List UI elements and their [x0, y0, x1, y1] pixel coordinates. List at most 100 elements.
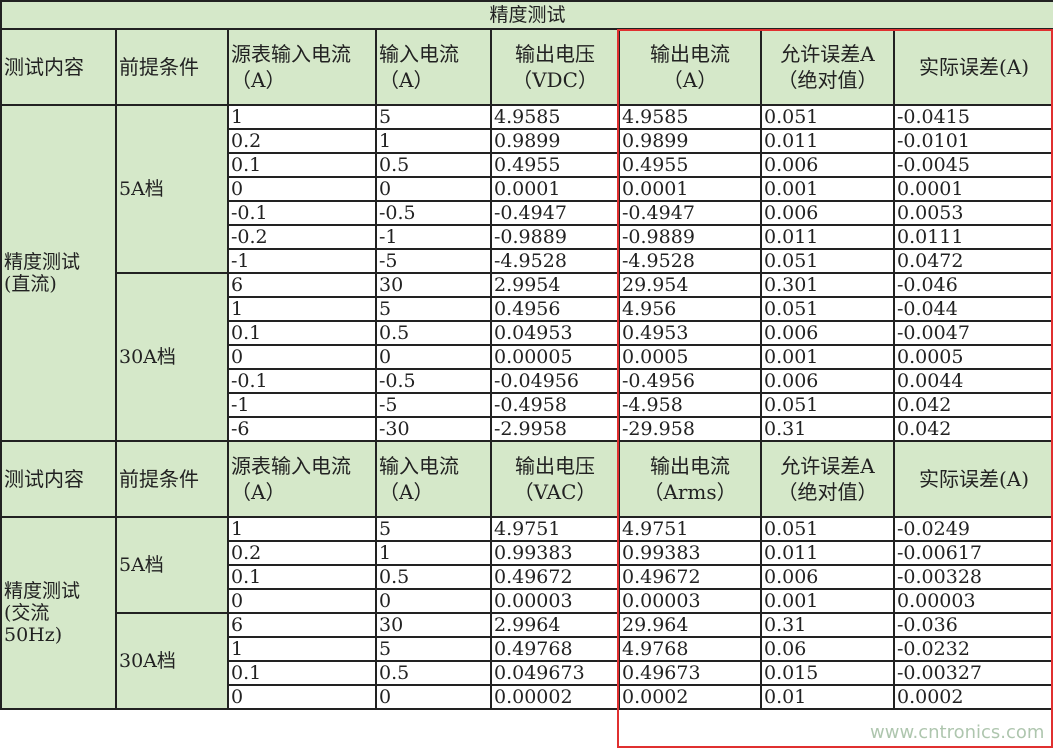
table-row: 0.1 0.5 0.04953 0.4953 0.006 -0.0047 [1, 320, 1053, 346]
value-cell: -0.4947 [618, 200, 762, 226]
value-cell: -0.5 [375, 200, 492, 226]
value-cell: 0.011 [760, 224, 895, 250]
test-content-cell: 精度测试 (交流 50Hz) [0, 516, 117, 710]
value-cell: 29.954 [618, 272, 762, 298]
column-header: 输入电流 （A） [375, 440, 492, 518]
table-row: 1 5 0.4956 4.956 0.051 -0.044 [1, 296, 1053, 322]
value-cell: 0.006 [760, 368, 895, 394]
value-cell: 0.99383 [490, 540, 620, 566]
value-cell: 0.051 [760, 392, 895, 418]
column-header: 源表输入电流 （A） [227, 28, 377, 106]
value-cell: 0 [227, 344, 377, 370]
value-cell: 0.006 [760, 564, 895, 590]
table-row: 0 0 0.00005 0.0005 0.001 0.0005 [1, 344, 1053, 370]
value-cell: 30 [375, 612, 492, 638]
value-cell: 0.0044 [892, 368, 1053, 394]
value-cell: 1 [375, 540, 492, 566]
value-cell: -0.046 [892, 272, 1053, 298]
value-cell: 0.0002 [618, 684, 762, 710]
column-header: 测试内容 [0, 440, 117, 518]
column-header: 测试内容 [0, 28, 117, 106]
value-cell: 0.00005 [490, 344, 620, 370]
table-row: 1 5 0.49768 4.9768 0.06 -0.0232 [1, 636, 1053, 662]
value-cell: 1 [375, 128, 492, 154]
value-cell: 0.001 [760, 588, 895, 614]
value-cell: -30 [375, 416, 492, 442]
value-cell: 5 [375, 636, 492, 662]
value-cell: 0.4955 [618, 152, 762, 178]
value-cell: 0.5 [375, 152, 492, 178]
condition-cell: 5A档 [115, 104, 229, 274]
table-row: 0.1 0.5 0.049673 0.49673 0.015 -0.00327 [1, 660, 1053, 686]
value-cell: 4.9768 [618, 636, 762, 662]
column-header: 输出电压 （VAC） [490, 440, 620, 518]
value-cell: 6 [227, 272, 377, 298]
value-cell: 0.49673 [618, 660, 762, 686]
value-cell: 0 [227, 588, 377, 614]
value-cell: 0.2 [227, 540, 377, 566]
value-cell: 0.49768 [490, 636, 620, 662]
table-row: 0 0 0.00002 0.0002 0.01 0.0002 [1, 684, 1053, 710]
value-cell: 0.042 [892, 392, 1053, 418]
value-cell: 0.4955 [490, 152, 620, 178]
table-row: 0 0 0.0001 0.0001 0.001 0.0001 [1, 176, 1053, 202]
value-cell: 0.0001 [490, 176, 620, 202]
value-cell: 0.1 [227, 564, 377, 590]
table-row: 精度测试 (直流) 5A档 1 5 4.9585 4.9585 0.051 -0.0415 [0, 104, 1053, 442]
value-cell: 2.9964 [490, 612, 620, 638]
value-cell: 0 [227, 684, 377, 710]
value-cell: 4.9585 [618, 104, 762, 130]
column-header: 允许误差A （绝对值） [760, 440, 895, 518]
value-cell: -0.0232 [892, 636, 1053, 662]
value-cell: 0.99383 [618, 540, 762, 566]
column-header: 输出电流 （A） [618, 28, 762, 106]
value-cell: 0.0005 [618, 344, 762, 370]
column-header: 输出电流 （Arms） [618, 440, 762, 518]
table-row: -6 -30 -2.9958 -29.958 0.31 0.042 [1, 416, 1053, 442]
value-cell: 29.964 [618, 612, 762, 638]
value-cell: 0.001 [760, 344, 895, 370]
value-cell: 0.001 [760, 176, 895, 202]
value-cell: 1 [227, 516, 377, 542]
value-cell: 0.9899 [618, 128, 762, 154]
value-cell: 4.9751 [618, 516, 762, 542]
table-row: 0 0 0.00003 0.00003 0.001 0.00003 [1, 588, 1053, 614]
condition-cell: 30A档 [115, 272, 229, 442]
value-cell: 0.006 [760, 200, 895, 226]
value-cell: -2.9958 [490, 416, 620, 442]
value-cell: 0.0002 [892, 684, 1053, 710]
value-cell: -1 [227, 392, 377, 418]
value-cell: 0.00002 [490, 684, 620, 710]
value-cell: 0 [375, 176, 492, 202]
table-row: 精度测试 (交流 50Hz) 5A档 1 5 4.9751 4.9751 0.051 -0.0… [0, 516, 1053, 710]
value-cell: 0.31 [760, 416, 895, 442]
value-cell: -5 [375, 392, 492, 418]
value-cell: 0.015 [760, 660, 895, 686]
value-cell: 0.1 [227, 320, 377, 346]
table-row: -0.1 -0.5 -0.04956 -0.4956 0.006 0.0044 [1, 368, 1053, 394]
value-cell: 0.00003 [892, 588, 1053, 614]
column-header: 实际误差(A) [892, 28, 1053, 106]
column-header: 实际误差(A) [892, 440, 1053, 518]
value-cell: 0.301 [760, 272, 895, 298]
value-cell: 0.006 [760, 152, 895, 178]
value-cell: -0.04956 [490, 368, 620, 394]
value-cell: 1 [227, 636, 377, 662]
value-cell: 0.0053 [892, 200, 1053, 226]
column-header: 前提条件 [115, 28, 229, 106]
value-cell: 0.04953 [490, 320, 620, 346]
value-cell: -0.0101 [892, 128, 1053, 154]
test-content-cell: 精度测试 (直流) [0, 104, 117, 442]
header-row: 测试内容 前提条件 源表输入电流 （A） 输入电流 （A） 输出电压 （VDC） 输出电流… [0, 28, 1053, 106]
value-cell: 0 [375, 588, 492, 614]
value-cell: 0.0111 [892, 224, 1053, 250]
value-cell: 0.006 [760, 320, 895, 346]
column-header: 前提条件 [115, 440, 229, 518]
value-cell: 0.042 [892, 416, 1053, 442]
column-header: 输入电流 （A） [375, 28, 492, 106]
value-cell: 4.956 [618, 296, 762, 322]
column-header: 输出电压 （VDC） [490, 28, 620, 106]
table-row: -0.2 -1 -0.9889 -0.9889 0.011 0.0111 [1, 224, 1053, 250]
value-cell: -0.1 [227, 200, 377, 226]
value-cell: 0.4956 [490, 296, 620, 322]
